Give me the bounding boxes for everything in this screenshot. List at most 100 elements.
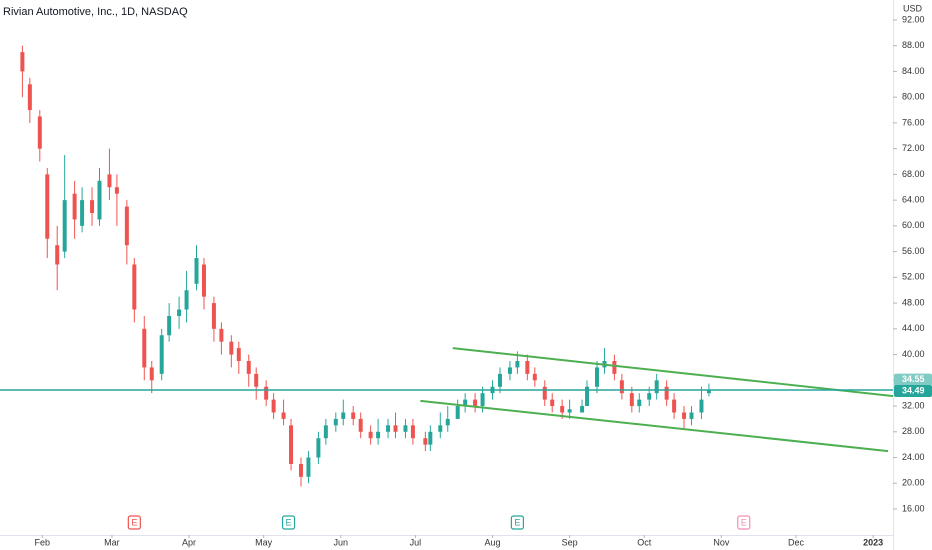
candle-body	[647, 393, 652, 400]
candle-body	[515, 360, 520, 368]
y-tick-label: 72.00	[902, 143, 925, 153]
candle-body	[124, 206, 129, 246]
candle-body	[246, 360, 251, 374]
y-tick-label: 80.00	[902, 92, 925, 102]
candle-body	[585, 386, 590, 407]
x-tick-label: Oct	[637, 537, 652, 547]
x-tick-label: Mar	[104, 537, 120, 547]
candle-body	[90, 200, 95, 213]
candle-body	[80, 200, 85, 226]
candle-body	[229, 341, 234, 355]
candle-body	[438, 425, 443, 432]
candle-body	[20, 52, 25, 72]
earnings-marker	[510, 515, 524, 530]
x-tick-label: Apr	[182, 537, 196, 547]
price-label-box	[894, 373, 932, 386]
candle-body	[560, 406, 565, 413]
candle-body	[351, 412, 356, 419]
y-tick-label: 24.00	[902, 452, 925, 462]
candle-body	[341, 412, 346, 419]
x-tick-label: Aug	[485, 537, 501, 547]
candle-body	[211, 303, 216, 329]
candle-body	[149, 367, 154, 381]
candle-body	[682, 412, 687, 419]
candle-body	[142, 328, 147, 368]
candle-body	[410, 425, 415, 439]
candle-body	[637, 399, 642, 407]
candle-body	[306, 457, 311, 477]
y-tick-label: 32.00	[902, 400, 925, 410]
candle-body	[423, 438, 428, 445]
currency-label: USD	[903, 3, 923, 13]
candle-body	[580, 406, 585, 413]
trendline	[420, 399, 889, 453]
earnings-label: E	[741, 517, 747, 527]
candle-body	[463, 399, 468, 407]
candle-body	[323, 425, 328, 439]
candle-body	[107, 174, 112, 188]
candle-body	[507, 367, 512, 374]
y-tick-label: 88.00	[902, 40, 925, 50]
earnings-marker	[127, 515, 141, 530]
price-label-box	[894, 385, 932, 398]
candle-body	[689, 412, 694, 419]
candle-body	[55, 245, 60, 265]
y-tick-label: 20.00	[902, 478, 925, 488]
candle-body	[376, 431, 381, 439]
candle-body	[236, 348, 241, 361]
candle-body	[629, 393, 634, 407]
x-tick-label: Jul	[410, 537, 422, 547]
x-tick-label: May	[255, 537, 273, 547]
candle-body	[72, 193, 77, 220]
candle-body	[271, 399, 276, 413]
candle-body	[567, 409, 572, 413]
candle-body	[316, 438, 321, 458]
y-tick-label: 52.00	[902, 272, 925, 282]
price-label: 34.49	[902, 385, 925, 395]
candle-body	[298, 463, 303, 477]
price-label: 34.55	[902, 374, 925, 384]
earnings-marker	[737, 515, 751, 530]
y-tick-label: 84.00	[902, 66, 925, 76]
candle-body	[428, 431, 433, 445]
candle-body	[386, 425, 391, 432]
candle-body	[27, 84, 32, 111]
candle-body	[497, 373, 502, 387]
x-tick-label: Feb	[35, 537, 51, 547]
x-tick-label: Dec	[788, 537, 805, 547]
candle-body	[45, 174, 50, 239]
y-tick-label: 16.00	[902, 503, 925, 513]
candle-body	[706, 390, 711, 394]
earnings-label: E	[286, 517, 292, 527]
candle-body	[37, 116, 42, 149]
y-tick-label: 60.00	[902, 220, 925, 230]
candle-body	[114, 187, 119, 194]
y-tick-label: 40.00	[902, 349, 925, 359]
y-tick-label: 44.00	[902, 323, 925, 333]
candle-body	[525, 360, 530, 374]
trendline	[452, 347, 894, 398]
y-tick-label: 64.00	[902, 195, 925, 205]
candle-body	[612, 360, 617, 374]
candle-body	[542, 386, 547, 400]
candle-body	[264, 386, 269, 400]
x-tick-label: Sep	[562, 537, 578, 547]
candle-body	[219, 328, 224, 342]
y-tick-label: 48.00	[902, 297, 925, 307]
y-tick-label: 92.00	[902, 14, 925, 24]
candle-body	[473, 399, 478, 407]
candle-body	[480, 393, 485, 407]
x-tick-label: 2023	[863, 537, 883, 547]
earnings-marker	[281, 515, 296, 530]
y-tick-label: 76.00	[902, 117, 925, 127]
earnings-label: E	[514, 517, 520, 527]
candle-body	[672, 399, 677, 413]
x-tick-label: Jun	[334, 537, 349, 547]
candle-body	[403, 425, 408, 432]
candle-body	[184, 290, 189, 310]
candle-body	[699, 399, 704, 413]
y-tick-label: 68.00	[902, 169, 925, 179]
candle-body	[97, 180, 102, 220]
